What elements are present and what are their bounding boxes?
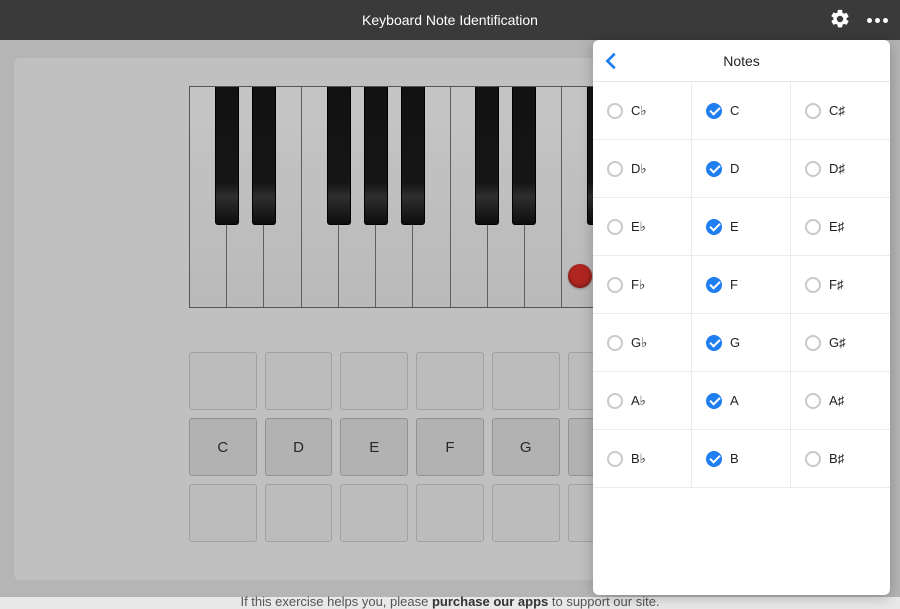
note-row: E♭ E E♯ [593, 198, 890, 256]
back-icon[interactable] [601, 50, 623, 72]
note-label: F♯ [829, 277, 843, 292]
radio-icon [805, 451, 821, 467]
note-label: C [730, 103, 739, 118]
note-row: D♭ D D♯ [593, 140, 890, 198]
radio-icon [607, 219, 623, 235]
radio-icon [607, 277, 623, 293]
note-option[interactable]: G [692, 314, 791, 372]
note-option[interactable]: G♯ [791, 314, 890, 372]
note-option[interactable]: E♭ [593, 198, 692, 256]
note-option[interactable]: F♯ [791, 256, 890, 314]
note-option[interactable]: D♭ [593, 140, 692, 198]
note-label: A♭ [631, 393, 646, 409]
radio-icon [805, 103, 821, 119]
note-option[interactable]: E [692, 198, 791, 256]
radio-icon [805, 393, 821, 409]
radio-icon [805, 277, 821, 293]
note-option[interactable]: C♯ [791, 82, 890, 140]
note-option[interactable]: A♯ [791, 372, 890, 430]
note-option[interactable]: B♭ [593, 430, 692, 488]
note-option[interactable]: B [692, 430, 791, 488]
note-option[interactable]: G♭ [593, 314, 692, 372]
note-label: F [730, 277, 738, 292]
radio-icon [607, 161, 623, 177]
note-label: G♯ [829, 335, 846, 350]
note-option[interactable]: F♭ [593, 256, 692, 314]
note-label: C♯ [829, 103, 845, 118]
radio-icon [607, 393, 623, 409]
radio-icon [805, 219, 821, 235]
note-label: A [730, 393, 739, 408]
radio-icon [706, 161, 722, 177]
note-label: E [730, 219, 739, 234]
topbar-actions [829, 0, 888, 40]
note-label: B [730, 451, 739, 466]
note-label: C♭ [631, 103, 647, 119]
settings-panel: Notes C♭CC♯D♭DD♯E♭EE♯F♭FF♯G♭GG♯A♭AA♯B♭BB… [593, 40, 890, 595]
radio-icon [607, 451, 623, 467]
note-label: E♯ [829, 219, 844, 234]
radio-icon [706, 277, 722, 293]
note-label: G [730, 335, 740, 350]
radio-icon [706, 335, 722, 351]
note-label: D [730, 161, 739, 176]
panel-header: Notes [593, 40, 890, 82]
page-title: Keyboard Note Identification [362, 12, 538, 28]
radio-icon [706, 219, 722, 235]
gear-icon[interactable] [829, 8, 851, 33]
note-row: A♭ A A♯ [593, 372, 890, 430]
note-label: B♭ [631, 451, 646, 467]
note-option[interactable]: A [692, 372, 791, 430]
radio-icon [706, 393, 722, 409]
note-option[interactable]: D♯ [791, 140, 890, 198]
note-row: G♭ G G♯ [593, 314, 890, 372]
note-row: F♭ F F♯ [593, 256, 890, 314]
note-label: F♭ [631, 277, 645, 293]
note-label: D♯ [829, 161, 845, 176]
note-label: B♯ [829, 451, 844, 466]
radio-icon [706, 103, 722, 119]
radio-icon [805, 161, 821, 177]
note-row: B♭ B B♯ [593, 430, 890, 488]
radio-icon [607, 335, 623, 351]
note-label: E♭ [631, 219, 646, 235]
note-label: A♯ [829, 393, 844, 408]
panel-body[interactable]: C♭ C C♯ D♭ D D♯ E♭ E E♯ F♭ F F♯ G♭ G G♯ A♭ A A♯ B♭ B B♯ [593, 82, 890, 595]
note-option[interactable]: E♯ [791, 198, 890, 256]
note-option[interactable]: C [692, 82, 791, 140]
note-label: G♭ [631, 335, 647, 351]
note-option[interactable]: B♯ [791, 430, 890, 488]
panel-arrow [828, 40, 848, 41]
more-icon[interactable] [867, 18, 888, 23]
note-option[interactable]: D [692, 140, 791, 198]
note-row: C♭ C C♯ [593, 82, 890, 140]
note-option[interactable]: F [692, 256, 791, 314]
panel-title: Notes [723, 53, 760, 69]
topbar: Keyboard Note Identification [0, 0, 900, 40]
radio-icon [607, 103, 623, 119]
note-option[interactable]: C♭ [593, 82, 692, 140]
radio-icon [805, 335, 821, 351]
note-label: D♭ [631, 161, 647, 177]
radio-icon [706, 451, 722, 467]
note-option[interactable]: A♭ [593, 372, 692, 430]
